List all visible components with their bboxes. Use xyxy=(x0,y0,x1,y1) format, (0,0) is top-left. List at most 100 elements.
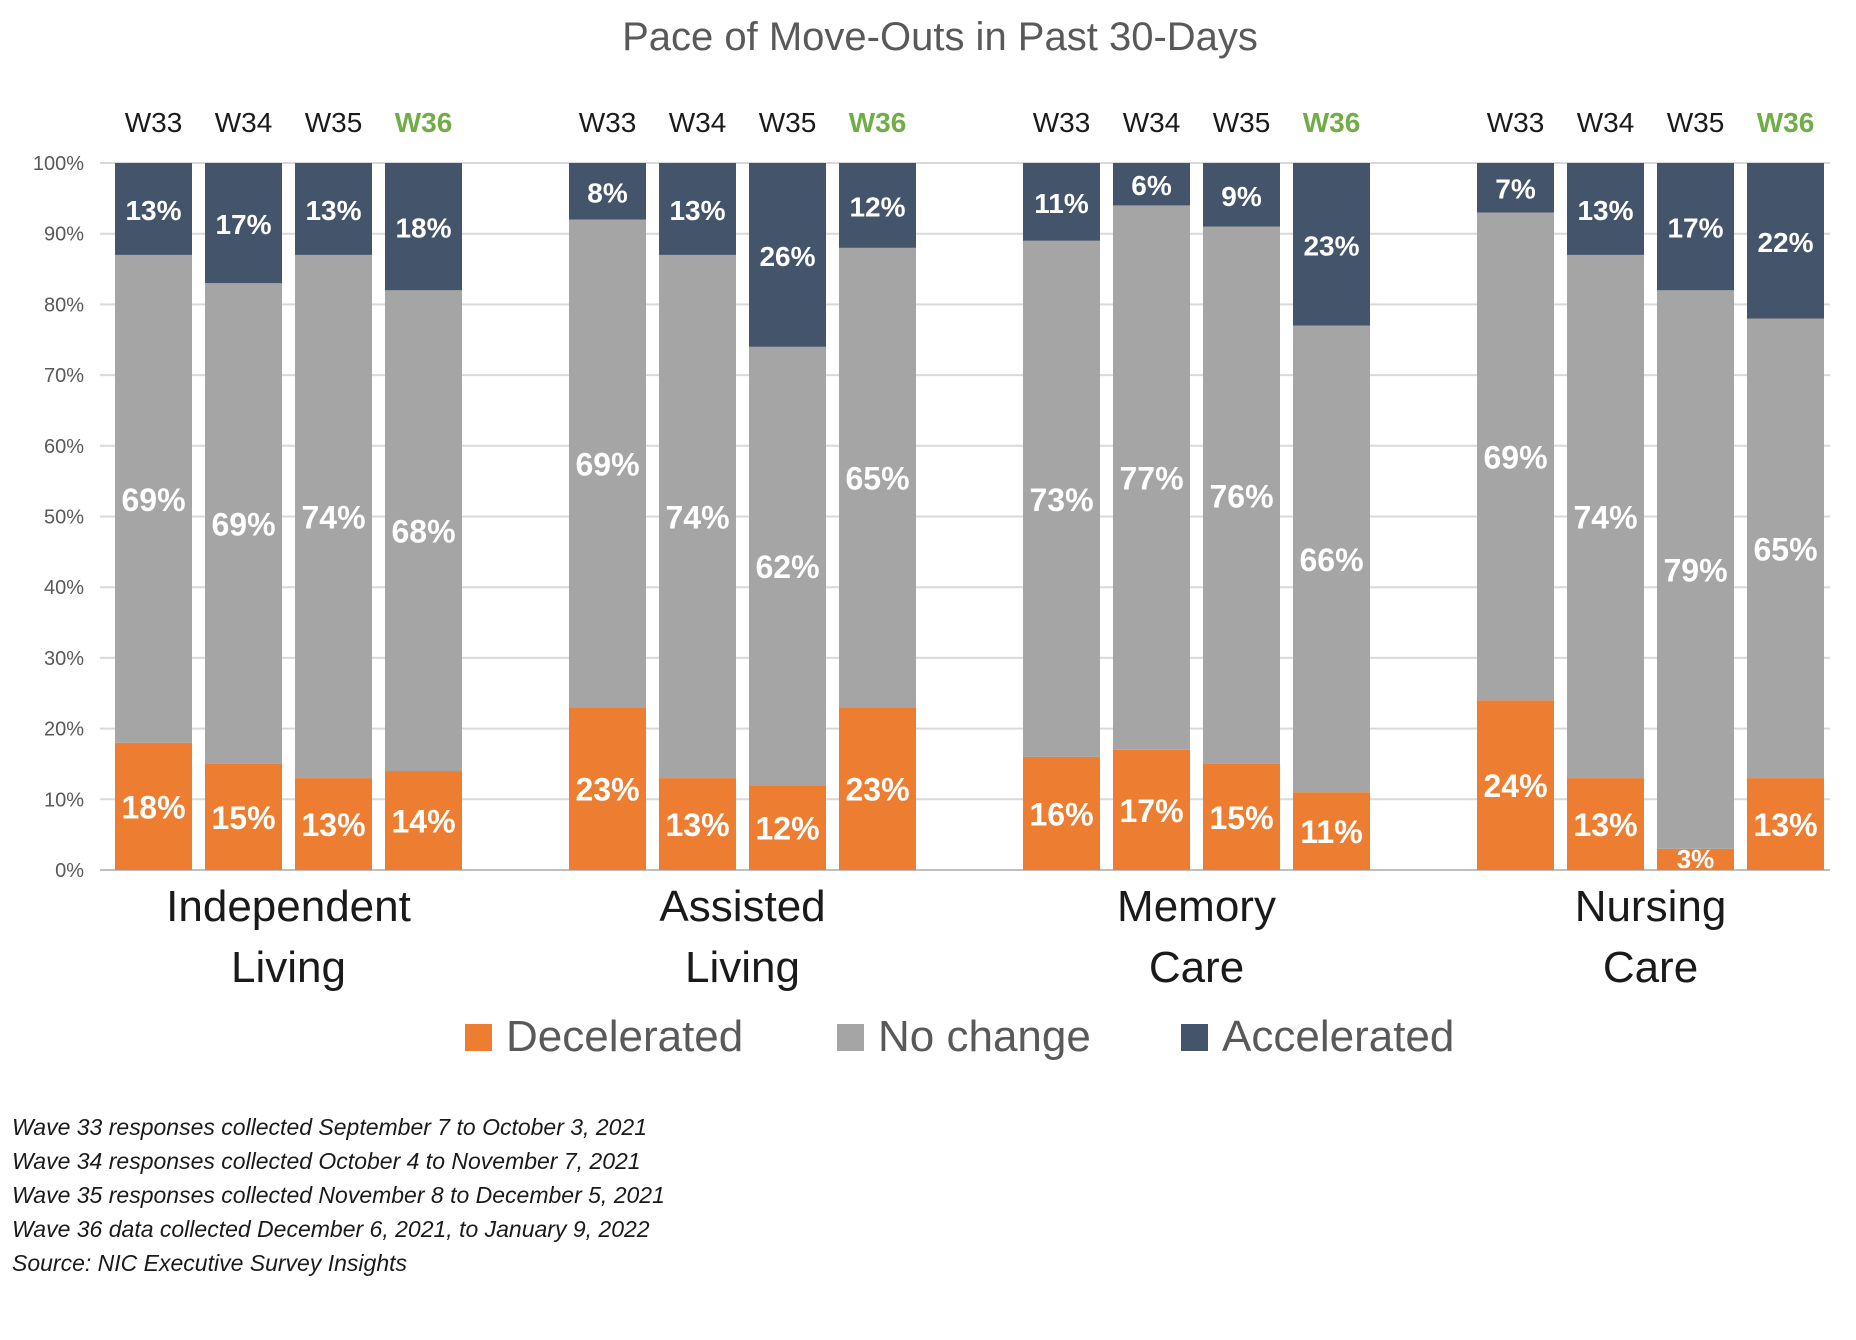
bar-segment-accelerated xyxy=(1567,163,1644,255)
legend-swatch xyxy=(465,1024,492,1051)
footnote-line: Wave 35 responses collected November 8 t… xyxy=(12,1182,665,1208)
bar-segment-no-change xyxy=(205,283,282,764)
data-label-no-change: 74% xyxy=(301,500,365,536)
bar-segment-no-change xyxy=(115,254,192,743)
bar-segment-no-change xyxy=(659,254,736,779)
data-label-accelerated: 6% xyxy=(1131,170,1172,201)
bar-segment-accelerated xyxy=(385,163,462,291)
bar-segment-accelerated xyxy=(749,163,826,347)
bar-segment-no-change xyxy=(1113,205,1190,750)
category-label: Independent xyxy=(166,882,411,931)
data-label-decelerated: 13% xyxy=(1753,807,1817,843)
data-label-no-change: 69% xyxy=(121,482,185,518)
bar-segment-decelerated xyxy=(205,763,282,870)
bar-segment-no-change xyxy=(1657,290,1734,849)
data-label-accelerated: 12% xyxy=(849,191,905,222)
legend-label: No change xyxy=(878,1012,1091,1061)
y-tick-label: 20% xyxy=(44,719,84,741)
data-label-decelerated: 18% xyxy=(121,789,185,825)
bar-segment-accelerated xyxy=(205,163,282,284)
bar-segment-decelerated xyxy=(1567,778,1644,870)
bar-segment-decelerated xyxy=(115,742,192,870)
wave-label: W33 xyxy=(1033,107,1091,138)
data-label-decelerated: 23% xyxy=(575,772,639,808)
data-label-no-change: 69% xyxy=(1483,439,1547,475)
data-label-accelerated: 13% xyxy=(669,195,725,226)
bar-segment-accelerated xyxy=(1477,163,1554,213)
bar-segment-accelerated xyxy=(1113,163,1190,206)
category-label: Living xyxy=(231,943,346,992)
wave-label: W36 xyxy=(395,107,453,138)
wave-label: W35 xyxy=(1213,107,1271,138)
y-tick-label: 100% xyxy=(33,153,84,175)
legend-swatch xyxy=(1181,1024,1208,1051)
data-label-no-change: 73% xyxy=(1029,482,1093,518)
data-label-decelerated: 12% xyxy=(755,811,819,847)
bar-segment-accelerated xyxy=(115,163,192,255)
category-label: Care xyxy=(1603,943,1698,992)
bar-segment-accelerated xyxy=(569,163,646,220)
bar-segment-no-change xyxy=(1203,226,1280,764)
bar-segment-no-change xyxy=(385,290,462,772)
data-label-accelerated: 17% xyxy=(1667,213,1723,244)
data-label-decelerated: 24% xyxy=(1483,768,1547,804)
bar-segment-no-change xyxy=(295,254,372,779)
data-label-accelerated: 17% xyxy=(215,209,271,240)
bar-segment-no-change xyxy=(569,219,646,708)
bars xyxy=(115,163,1824,870)
legend: Decelerated No change Accelerated xyxy=(465,1012,1454,1061)
bar-segment-decelerated xyxy=(1203,763,1280,870)
data-label-accelerated: 13% xyxy=(305,195,361,226)
data-label-decelerated: 17% xyxy=(1119,793,1183,829)
bar-segment-accelerated xyxy=(1203,163,1280,227)
data-label-accelerated: 23% xyxy=(1303,230,1359,261)
x-axis-labels: Independent Living Assisted Living Memory Car… xyxy=(166,882,1726,992)
data-label-decelerated: 15% xyxy=(211,800,275,836)
wave-label: W33 xyxy=(579,107,637,138)
bar-segment-no-change xyxy=(1023,240,1100,757)
wave-label: W33 xyxy=(125,107,183,138)
data-label-no-change: 77% xyxy=(1119,461,1183,497)
data-label-accelerated: 18% xyxy=(395,213,451,244)
bar-segment-decelerated xyxy=(1477,700,1554,870)
bar-segment-decelerated xyxy=(749,785,826,870)
wave-label: W36 xyxy=(1757,107,1815,138)
bar-segment-decelerated xyxy=(839,707,916,870)
legend-label: Accelerated xyxy=(1222,1012,1454,1061)
footnote-line: Wave 33 responses collected September 7 … xyxy=(12,1114,648,1140)
bar-segment-decelerated xyxy=(659,778,736,870)
bar-segment-no-change xyxy=(1567,254,1644,779)
category-label: Care xyxy=(1149,943,1244,992)
data-label-decelerated: 23% xyxy=(845,772,909,808)
bar-segment-no-change xyxy=(839,247,916,708)
y-tick-label: 60% xyxy=(44,436,84,458)
data-label-no-change: 62% xyxy=(755,549,819,585)
bar-segment-decelerated xyxy=(569,707,646,870)
footnote-line: Source: NIC Executive Survey Insights xyxy=(12,1250,407,1276)
data-label-decelerated: 16% xyxy=(1029,796,1093,832)
y-axis-ticks: 0% 10% 20% 30% 40% 50% 60% 70% 80% 90% 100% xyxy=(33,153,84,882)
data-label-accelerated: 13% xyxy=(125,195,181,226)
category-label: Assisted xyxy=(659,882,825,931)
data-label-decelerated: 3% xyxy=(1677,844,1715,874)
data-label-no-change: 69% xyxy=(211,507,275,543)
footnote-line: Wave 34 responses collected October 4 to… xyxy=(12,1148,641,1174)
bar-segment-decelerated xyxy=(1293,792,1370,870)
bar-segment-accelerated xyxy=(1023,163,1100,241)
data-label-decelerated: 13% xyxy=(665,807,729,843)
data-label-decelerated: 13% xyxy=(301,807,365,843)
data-label-decelerated: 11% xyxy=(1300,814,1362,850)
data-label-decelerated: 15% xyxy=(1209,800,1273,836)
wave-label: W34 xyxy=(215,107,273,138)
legend-label: Decelerated xyxy=(506,1012,743,1061)
stacked-bar-chart: Pace of Move-Outs in Past 30-Days 0% 10% 2… xyxy=(33,15,1830,1061)
wave-label: W36 xyxy=(1303,107,1361,138)
bar-segment-decelerated xyxy=(1023,756,1100,870)
legend-swatch xyxy=(837,1024,864,1051)
y-tick-label: 40% xyxy=(44,577,84,599)
data-label-decelerated: 14% xyxy=(391,804,455,840)
bar-segment-accelerated xyxy=(1657,163,1734,291)
data-label-no-change: 65% xyxy=(845,461,909,497)
data-label-no-change: 76% xyxy=(1209,478,1273,514)
